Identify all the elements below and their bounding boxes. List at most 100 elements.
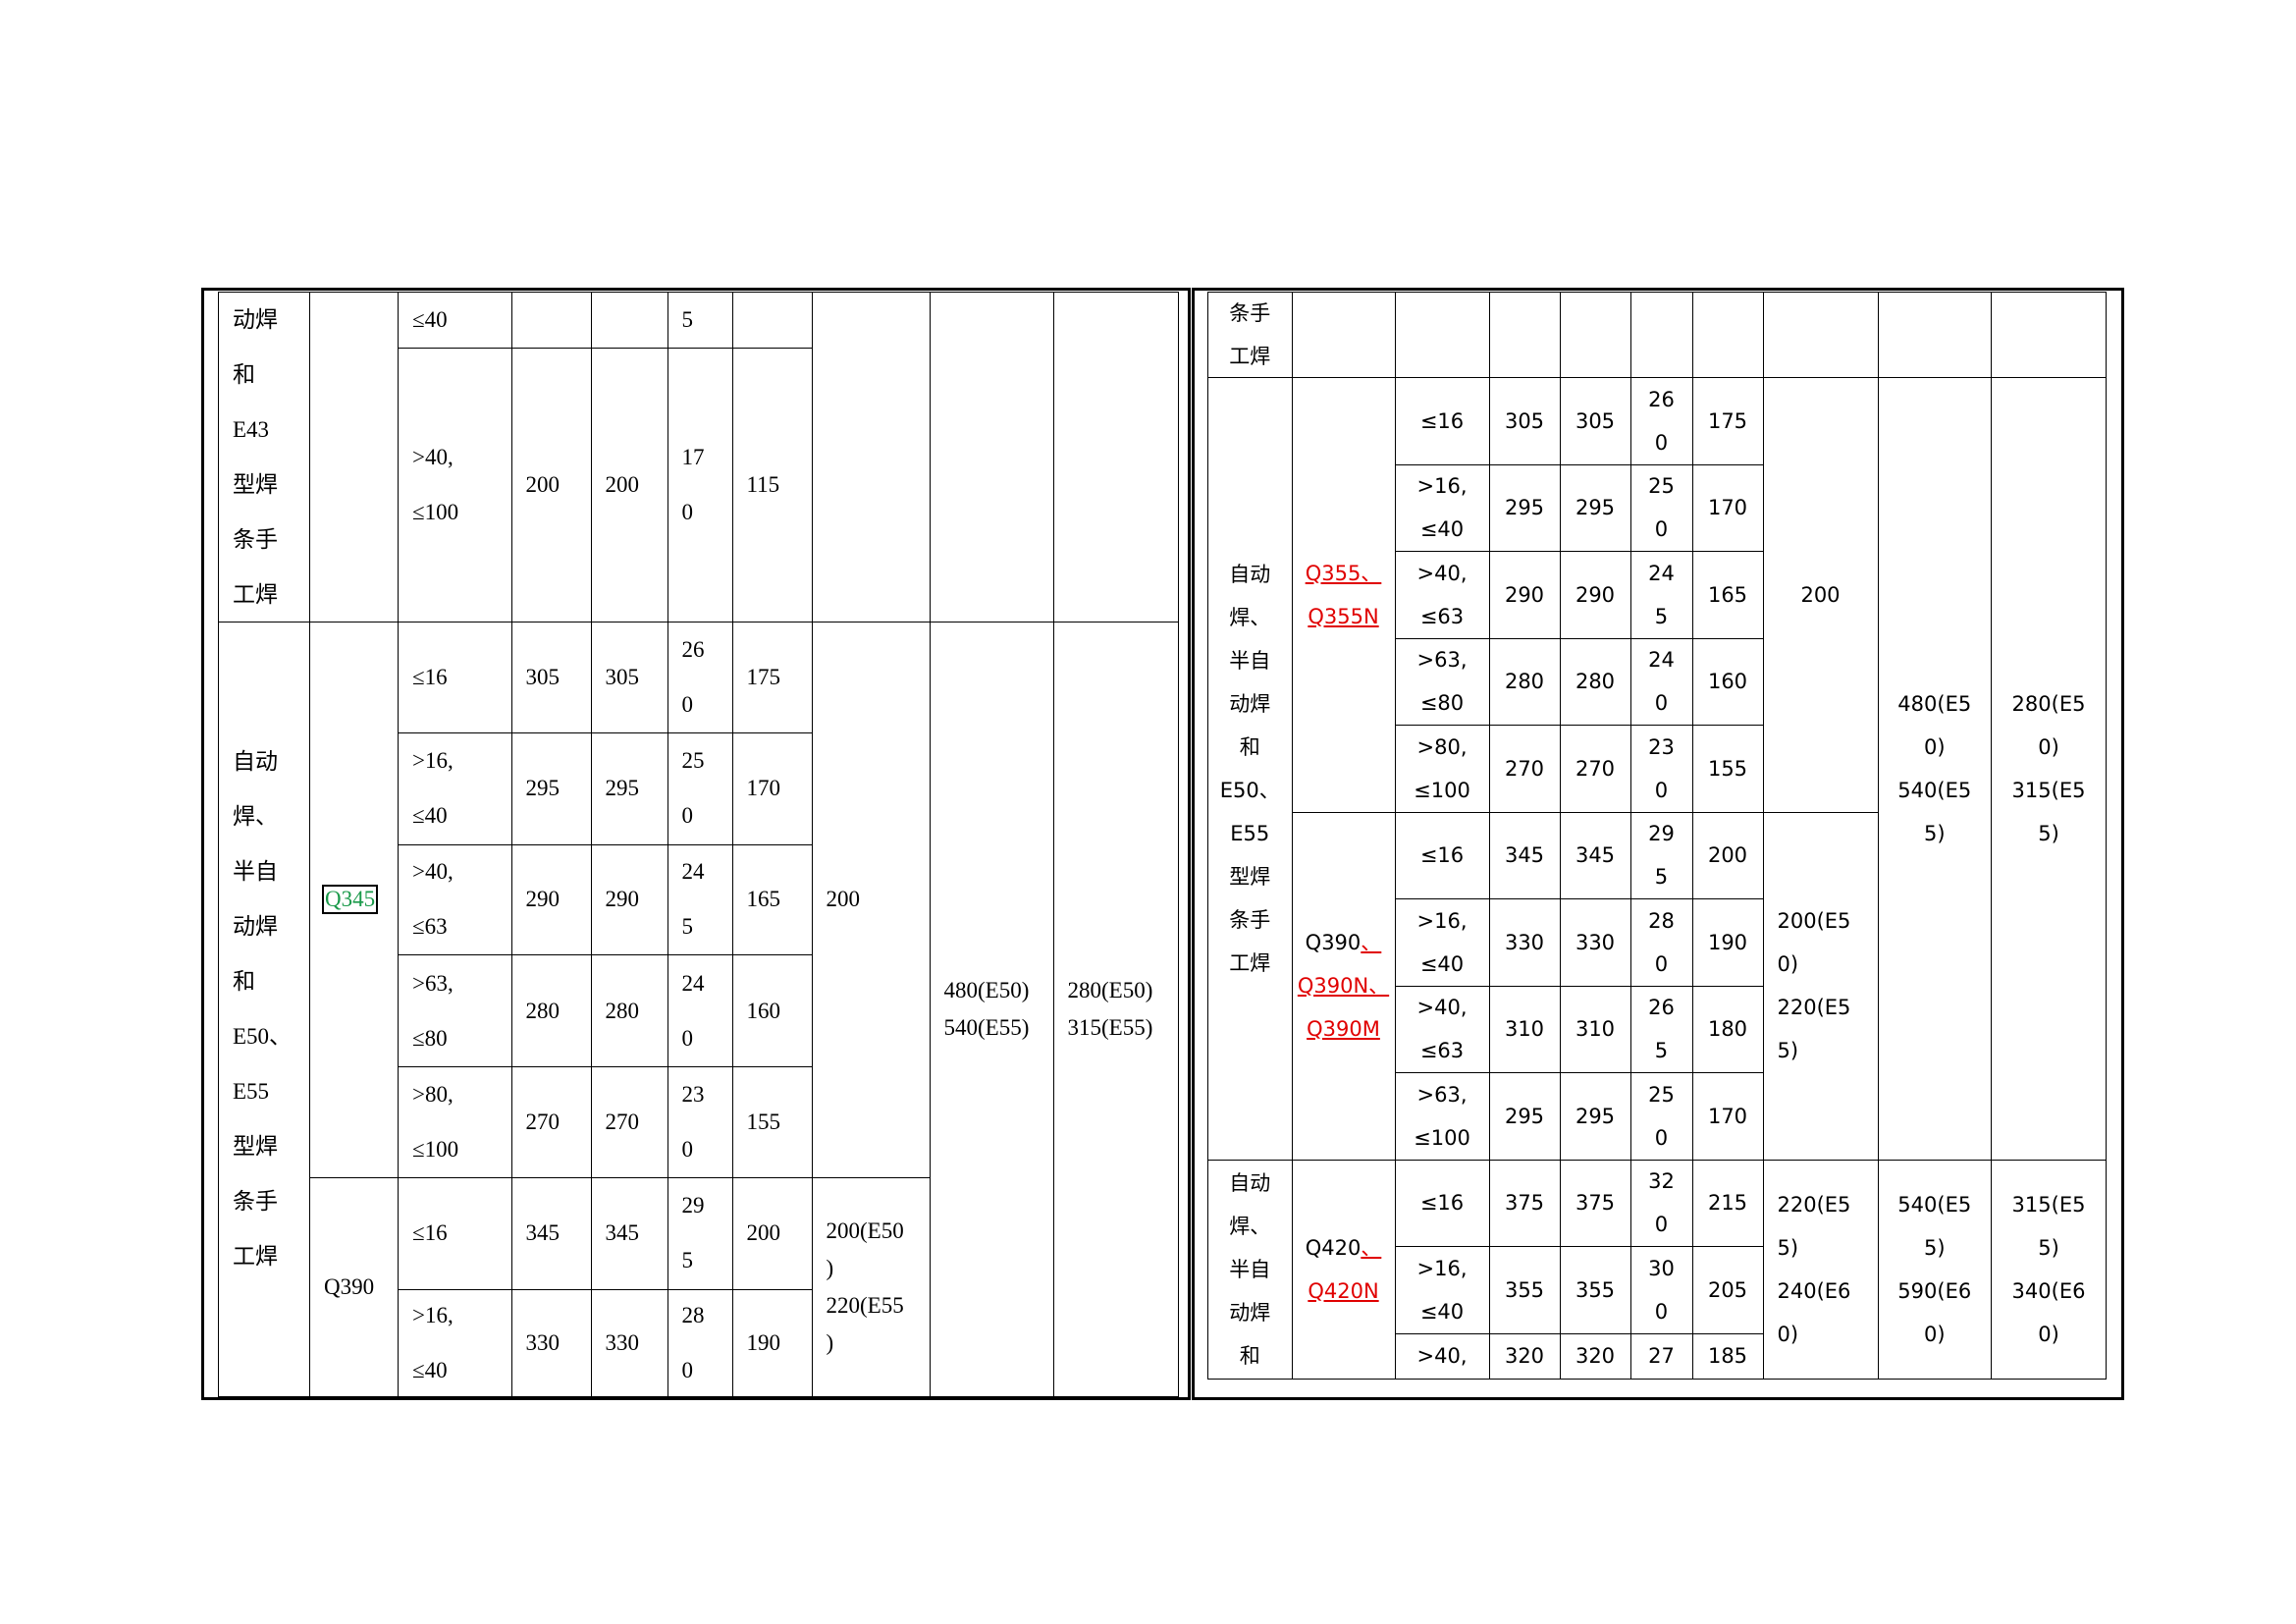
table-row-c5: 27: [1629, 1332, 1693, 1380]
table-row-c5: 25 0: [1629, 463, 1693, 552]
table-row-c5: 24 0: [667, 954, 733, 1067]
table-row-thickness: ≤16: [398, 1176, 512, 1290]
grade-label-q355n: Q355N: [1308, 604, 1379, 628]
table-row-thickness: >16, ≤40: [1394, 898, 1490, 987]
empty-cell: [1877, 292, 1992, 378]
table-row-c5: 28 0: [1629, 898, 1693, 987]
table-row-c6: 215: [1691, 1159, 1764, 1247]
table-row-c3: 330: [1488, 898, 1561, 987]
table-row-c5: 32 0: [1629, 1159, 1693, 1247]
grade-cell-q355: Q355、 Q355N: [1291, 377, 1396, 813]
table-row-c4: 270: [1559, 725, 1631, 813]
empty-cell: [1394, 292, 1490, 378]
method-cell: 条手 工焊: [1207, 292, 1293, 378]
table-row-c3: 200: [510, 348, 592, 623]
table-row-c6: 185: [1691, 1332, 1764, 1380]
table-row-c5: 25 0: [1629, 1072, 1693, 1161]
table-row-c3: [510, 292, 592, 349]
grade-label-q420: Q420: [1305, 1235, 1362, 1260]
table-row-thickness: >40,: [1394, 1332, 1490, 1380]
table-row-c5: 24 0: [1629, 637, 1693, 726]
table-row-c3: 295: [510, 731, 592, 845]
table-row-c5: 5: [667, 292, 733, 349]
grade-cell-q345: Q345: [309, 622, 399, 1178]
table-row-c4: 295: [1559, 1072, 1631, 1161]
table-row-c4: 270: [590, 1066, 668, 1178]
value-cell: 280(E5 0) 315(E5 5): [1991, 377, 2107, 1161]
table-row-c6: 200: [731, 1176, 813, 1290]
table-row-c4: 345: [590, 1176, 668, 1290]
value-cell: [811, 292, 931, 623]
table-row-thickness: >63, ≤100: [1394, 1072, 1490, 1161]
grade-label-q355: Q355、: [1305, 561, 1382, 585]
table-row-c6: 170: [1691, 1072, 1764, 1161]
grade-label-q345: Q345: [322, 885, 379, 915]
table-row-c3: 355: [1488, 1246, 1561, 1334]
table-row-thickness: >40, ≤63: [398, 843, 512, 955]
value-cell: 200: [811, 622, 931, 1178]
table-row-c4: 290: [1559, 551, 1631, 639]
table-row-thickness: ≤16: [398, 622, 512, 733]
table-row-c3: 295: [1488, 1072, 1561, 1161]
value-cell: 315(E5 5) 340(E6 0): [1991, 1159, 2107, 1380]
table-row-c4: 320: [1559, 1332, 1631, 1380]
method-cell: 自动 焊、 半自 动焊 和: [1207, 1159, 1293, 1380]
table-row-c5: 26 0: [667, 622, 733, 733]
table-row-c4: 295: [590, 731, 668, 845]
table-row-c6: 200: [1691, 811, 1764, 899]
empty-cell: [1629, 292, 1693, 378]
table-row-c3: 310: [1488, 985, 1561, 1073]
table-row-c4: 280: [590, 954, 668, 1067]
table-row-c5: 17 0: [667, 348, 733, 623]
value-cell: 480(E5 0) 540(E5 5): [1877, 377, 1992, 1161]
empty-cell: [1991, 292, 2107, 378]
table-row-c4: 305: [1559, 377, 1631, 465]
table-row-c6: 165: [731, 843, 813, 955]
table-row-thickness: >16, ≤40: [398, 1288, 512, 1397]
table-row-c6: 205: [1691, 1246, 1764, 1334]
table-row-c3: 290: [510, 843, 592, 955]
grade-label-q390m: Q390M: [1307, 1017, 1380, 1041]
table-row-c6: 155: [1691, 725, 1764, 813]
table-row-c4: 305: [590, 622, 668, 733]
table-row-c3: 330: [510, 1288, 592, 1397]
table-row-c3: 295: [1488, 463, 1561, 552]
table-row-c6: 175: [1691, 377, 1764, 465]
table-row-thickness: >16, ≤40: [1394, 463, 1490, 552]
table-row-c3: 290: [1488, 551, 1561, 639]
table-row-thickness: >63, ≤80: [398, 954, 512, 1067]
table-row-c3: 270: [510, 1066, 592, 1178]
table-row-c6: 175: [731, 622, 813, 733]
table-row-c6: 115: [731, 348, 813, 623]
table-row-c4: [590, 292, 668, 349]
value-cell: [929, 292, 1054, 623]
table-row-c3: 345: [1488, 811, 1561, 899]
table-row-thickness: >16, ≤40: [398, 731, 512, 845]
table-row-thickness: >63, ≤80: [1394, 637, 1490, 726]
method-cell: 动焊 和 E43 型焊 条手 工焊: [218, 292, 310, 623]
value-cell: 200(E5 0) 220(E5 5): [1762, 811, 1879, 1161]
table-row-thickness: ≤16: [1394, 1159, 1490, 1247]
table-row-thickness: >80, ≤100: [398, 1066, 512, 1178]
table-row-thickness: >40, ≤63: [1394, 551, 1490, 639]
table-row-thickness: >80, ≤100: [1394, 725, 1490, 813]
grade-label-q390: Q390: [1305, 931, 1362, 954]
table-row-c3: 375: [1488, 1159, 1561, 1247]
table-row-c4: 345: [1559, 811, 1631, 899]
table-row-c4: 295: [1559, 463, 1631, 552]
empty-cell: [1488, 292, 1561, 378]
empty-cell: [1762, 292, 1879, 378]
table-row-c3: 305: [1488, 377, 1561, 465]
table-row-c5: 29 5: [1629, 811, 1693, 899]
table-row-c5: 23 0: [1629, 725, 1693, 813]
table-row-c4: 310: [1559, 985, 1631, 1073]
table-row-c6: [731, 292, 813, 349]
table-row-c3: 345: [510, 1176, 592, 1290]
grade-cell-q420: Q420、 Q420N: [1291, 1159, 1396, 1380]
table-row-c6: 170: [1691, 463, 1764, 552]
empty-cell: [1559, 292, 1631, 378]
empty-cell: [1291, 292, 1396, 378]
table-row-c3: 280: [1488, 637, 1561, 726]
table-row-thickness: >40, ≤63: [1394, 985, 1490, 1073]
table-row-c5: 28 0: [667, 1288, 733, 1397]
